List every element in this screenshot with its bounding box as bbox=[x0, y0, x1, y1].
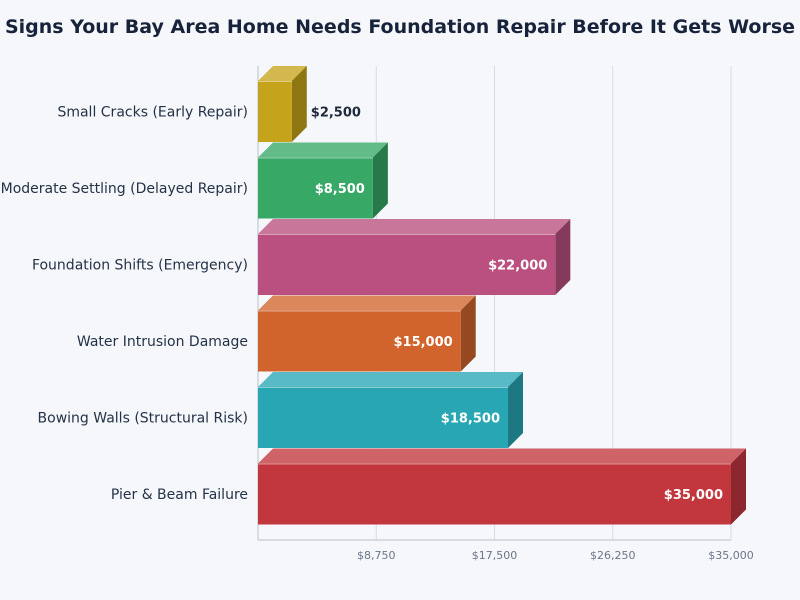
bar-front-face bbox=[258, 157, 373, 219]
category-label: Moderate Settling (Delayed Repair) bbox=[1, 181, 248, 197]
bars bbox=[258, 66, 746, 525]
category-label: Pier & Beam Failure bbox=[111, 487, 248, 503]
bar-top-face bbox=[258, 142, 388, 158]
value-label: $15,000 bbox=[393, 335, 452, 350]
bar-top-face bbox=[258, 219, 571, 234]
bar-front-face bbox=[258, 234, 556, 295]
x-tick-label: $17,500 bbox=[472, 549, 518, 562]
bar bbox=[258, 66, 307, 142]
value-label: $35,000 bbox=[664, 488, 723, 503]
bar-top-face bbox=[258, 66, 307, 81]
bar-side-face bbox=[731, 448, 746, 525]
bar-side-face bbox=[291, 66, 307, 142]
value-label: $2,500 bbox=[311, 106, 361, 121]
bar bbox=[258, 448, 746, 525]
value-label: $8,500 bbox=[315, 182, 365, 197]
bar-side-face bbox=[508, 372, 524, 448]
bar-top-face bbox=[258, 448, 746, 464]
category-label: Foundation Shifts (Emergency) bbox=[32, 258, 248, 274]
category-label: Bowing Walls (Structural Risk) bbox=[38, 411, 248, 427]
axes: $8,750 $17,500 $26,250 $35,000 bbox=[257, 66, 754, 562]
bar-front-face bbox=[258, 387, 509, 448]
value-label: $22,000 bbox=[488, 259, 547, 274]
x-tick-label: $8,750 bbox=[357, 549, 396, 562]
category-label: Small Cracks (Early Repair) bbox=[57, 105, 248, 121]
bar bbox=[258, 142, 388, 219]
bar bbox=[258, 372, 524, 448]
bar-front-face bbox=[258, 81, 292, 142]
bar-top-face bbox=[258, 372, 524, 387]
labels: Small Cracks (Early Repair) $2,500 Moderat… bbox=[1, 105, 723, 504]
bar bbox=[258, 219, 571, 295]
bar-front-face bbox=[258, 463, 731, 525]
bar-side-face bbox=[555, 219, 571, 295]
value-label: $18,500 bbox=[441, 412, 500, 427]
x-tick-label: $35,000 bbox=[708, 549, 754, 562]
bar-top-face bbox=[258, 295, 476, 311]
x-tick-label: $26,250 bbox=[590, 549, 636, 562]
bar bbox=[258, 295, 476, 372]
bar-side-face bbox=[372, 142, 388, 219]
bar-front-face bbox=[258, 310, 461, 372]
category-label: Water Intrusion Damage bbox=[77, 334, 248, 350]
bar-side-face bbox=[460, 295, 476, 372]
chart-title: Signs Your Bay Area Home Needs Foundatio… bbox=[5, 16, 795, 38]
